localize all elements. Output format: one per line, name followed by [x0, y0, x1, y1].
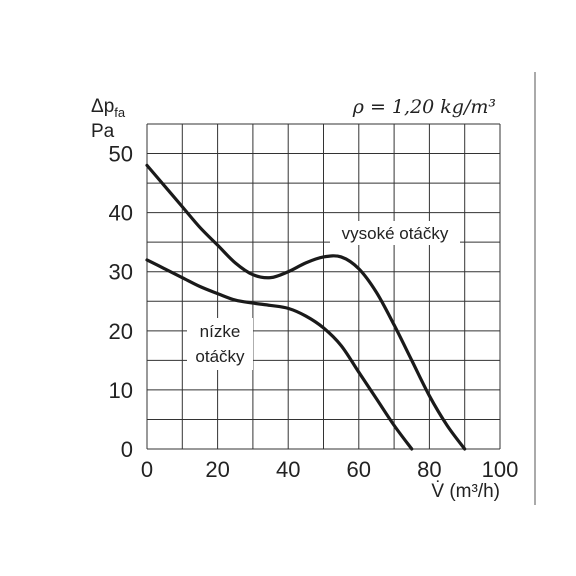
- low-label-bg: [187, 318, 253, 370]
- y-tick-label-50: 50: [109, 142, 133, 167]
- x-tick-label-80: 80: [417, 457, 441, 482]
- x-tick-label-60: 60: [347, 457, 371, 482]
- series-label-low-line1: nízke: [200, 322, 241, 341]
- x-tick-label-100: 100: [482, 457, 519, 482]
- high-label-bg: [330, 221, 460, 245]
- series-line-low-speed: [145, 258, 414, 451]
- y-tick-label-10: 10: [109, 378, 133, 403]
- series-label-high: vysoké otáčky: [342, 224, 449, 243]
- y-tick-label-40: 40: [109, 201, 133, 226]
- grid: [146, 123, 501, 450]
- y-tick-label-20: 20: [109, 319, 133, 344]
- y-tick-label-30: 30: [109, 260, 133, 285]
- x-tick-label-20: 20: [205, 457, 229, 482]
- y-axis-label: Δpfa: [91, 96, 126, 120]
- x-axis-label: V̇ (m³/h): [431, 481, 500, 502]
- y-tick-label-0: 0: [121, 437, 133, 462]
- y-axis-unit: Pa: [91, 121, 115, 142]
- series-line-high-speed: [145, 163, 467, 451]
- chart-title: ρ = 1,20 kg/m³: [352, 96, 496, 118]
- series-curves: [145, 163, 467, 451]
- series-label-low-line2: otáčky: [195, 347, 245, 366]
- tick-labels: 0 20 40 60 80 100 0 10 20 30 40 50: [109, 142, 519, 482]
- x-tick-label-0: 0: [141, 457, 153, 482]
- x-tick-label-40: 40: [276, 457, 300, 482]
